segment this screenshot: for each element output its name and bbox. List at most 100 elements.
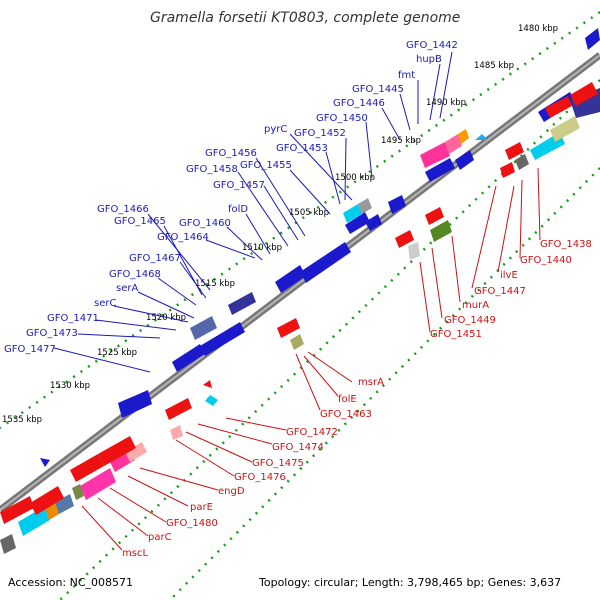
kbp-tick-label: 1520 kbp <box>146 313 186 323</box>
rna-feature <box>515 154 529 170</box>
reverse-gene <box>165 398 192 420</box>
gene-label-gfo-1446: GFO_1446 <box>333 98 385 109</box>
gene-label-gfo-1438: GFO_1438 <box>540 239 592 250</box>
inner-dotted-track <box>169 167 600 600</box>
reverse-gene <box>98 436 136 466</box>
forward-gene <box>300 242 351 283</box>
upper-gene-labels <box>53 51 453 373</box>
gene-label-gfo-1453: GFO_1453 <box>276 143 328 154</box>
gene-label-gfo-1472: GFO_1472 <box>286 427 338 438</box>
forward-gene <box>455 150 474 170</box>
forward-gene <box>365 214 382 231</box>
gene-label-gfo-1449: GFO_1449 <box>444 315 496 326</box>
reverse-gene <box>395 230 414 248</box>
rna-feature <box>18 506 50 536</box>
upper-gene-label-texts: GFO_1442 hupB fmt GFO_1445 GFO_1446 GFO_… <box>4 40 458 355</box>
rna-feature-blocks <box>0 116 580 554</box>
gene-label-gfo-1447: GFO_1447 <box>474 286 526 297</box>
genome-stats-label: Topology: circular; Length: 3,798,465 bp… <box>258 576 561 589</box>
gene-label-gfo-1452: GFO_1452 <box>294 128 346 139</box>
forward-gene <box>345 212 370 234</box>
forward-gene <box>388 195 406 214</box>
reverse-strand-genes <box>0 82 598 524</box>
kbp-tick-label: 1515 kbp <box>195 279 235 289</box>
gene-label-gfo-1468: GFO_1468 <box>109 269 161 280</box>
gene-label-pyrc: pyrC <box>264 124 287 135</box>
gene-label-gfo-1467: GFO_1467 <box>129 253 181 264</box>
gene-label-parc: parC <box>148 532 172 543</box>
gene-label-gfo-1457: GFO_1457 <box>213 180 265 191</box>
reverse-gene <box>505 142 524 160</box>
rna-feature <box>358 198 372 214</box>
reverse-gene <box>277 318 300 338</box>
rna-feature <box>420 142 450 168</box>
reverse-gene <box>30 486 64 515</box>
gene-label-gfo-1475: GFO_1475 <box>252 458 304 469</box>
gene-label-sera: serA <box>116 283 138 294</box>
gene-label-gfo-1451: GFO_1451 <box>430 329 482 340</box>
gene-label-hupb: hupB <box>416 54 442 65</box>
rna-feature <box>458 129 469 144</box>
outer-dotted-track <box>0 10 600 430</box>
gene-label-gfo-1465: GFO_1465 <box>114 216 166 227</box>
gene-label-gfo-1440: GFO_1440 <box>520 255 572 266</box>
gene-label-mura: murA <box>462 300 489 311</box>
kbp-tick-label: 1535 kbp <box>2 415 42 425</box>
rna-feature <box>290 334 304 350</box>
reverse-gene <box>70 454 104 482</box>
gene-label-gfo-1445: GFO_1445 <box>352 84 404 95</box>
forward-gene <box>118 390 152 418</box>
rna-feature <box>72 484 84 500</box>
rna-feature <box>170 425 183 440</box>
gene-label-gfo-1464: GFO_1464 <box>157 232 209 243</box>
gene-label-fmt: fmt <box>398 70 415 81</box>
genome-backbone-highlight <box>0 54 600 511</box>
gene-label-gfo-1480: GFO_1480 <box>166 518 218 529</box>
forward-gene <box>425 158 455 182</box>
kbp-ticks: 1480 kbp 1485 kbp 1490 kbp 1495 kbp 1500… <box>2 24 558 425</box>
kbp-tick-label: 1495 kbp <box>381 136 421 146</box>
gene-label-gfo-1474: GFO_1474 <box>272 442 324 453</box>
kbp-tick-label: 1490 kbp <box>426 98 466 108</box>
forward-gene <box>40 458 50 467</box>
gene-label-gfo-1466: GFO_1466 <box>97 204 149 215</box>
kbp-tick-label: 1500 kbp <box>335 173 375 183</box>
gene-label-gfo-1476: GFO_1476 <box>234 472 286 483</box>
gene-label-msra: msrA <box>358 377 384 388</box>
rna-feature <box>80 468 116 500</box>
rna-feature <box>343 204 362 223</box>
gene-label-gfo-1460: GFO_1460 <box>179 218 231 229</box>
forward-gene <box>275 265 306 293</box>
gene-label-gfo-1455: GFO_1455 <box>240 160 292 171</box>
forward-gene <box>228 292 256 315</box>
gene-label-gfo-1458: GFO_1458 <box>186 164 238 175</box>
gene-label-serc: serC <box>94 298 116 309</box>
rna-feature <box>0 534 16 554</box>
reverse-gene <box>203 380 212 388</box>
lower-gene-label-texts: GFO_1438 GFO_1440 ilvE GFO_1447 murA GFO… <box>122 239 592 559</box>
gene-label-gfo-1477: GFO_1477 <box>4 344 56 355</box>
gene-label-gfo-1473: GFO_1473 <box>26 328 78 339</box>
gene-label-mscl: mscL <box>122 548 148 559</box>
forward-gene <box>200 322 245 356</box>
gene-label-engd: engD <box>218 486 245 497</box>
gene-label-gfo-1450: GFO_1450 <box>316 113 368 124</box>
gene-label-ilve: ilvE <box>500 270 518 281</box>
forward-gene <box>585 28 600 50</box>
gene-label-fold: folD <box>228 204 248 215</box>
gene-label-fole: folE <box>338 394 357 405</box>
kbp-tick-label: 1485 kbp <box>474 61 514 71</box>
rna-feature <box>408 242 420 260</box>
kbp-tick-label: 1510 kbp <box>242 243 282 253</box>
gene-label-gfo-1442: GFO_1442 <box>406 40 458 51</box>
kbp-tick-label: 1505 kbp <box>289 208 329 218</box>
kbp-tick-label: 1480 kbp <box>518 24 558 34</box>
rna-feature <box>125 442 147 462</box>
reverse-gene <box>425 207 444 225</box>
reverse-gene <box>545 96 572 118</box>
reverse-gene <box>475 134 488 140</box>
rna-feature <box>550 116 580 142</box>
reverse-gene <box>0 496 34 524</box>
